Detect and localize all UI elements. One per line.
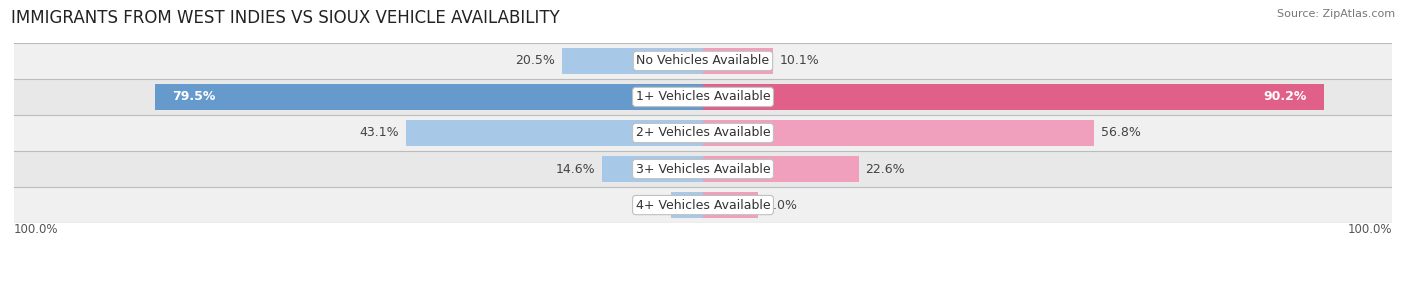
Text: 8.0%: 8.0% bbox=[765, 198, 797, 212]
Bar bbox=[14, 43, 1392, 79]
Text: 14.6%: 14.6% bbox=[555, 162, 596, 176]
Text: Source: ZipAtlas.com: Source: ZipAtlas.com bbox=[1277, 9, 1395, 19]
Text: 20.5%: 20.5% bbox=[515, 54, 555, 67]
Bar bbox=[562, 48, 703, 74]
Text: 1+ Vehicles Available: 1+ Vehicles Available bbox=[636, 90, 770, 104]
Text: 56.8%: 56.8% bbox=[1101, 126, 1142, 140]
Text: 3+ Vehicles Available: 3+ Vehicles Available bbox=[636, 162, 770, 176]
Text: 79.5%: 79.5% bbox=[173, 90, 217, 104]
Text: IMMIGRANTS FROM WEST INDIES VS SIOUX VEHICLE AVAILABILITY: IMMIGRANTS FROM WEST INDIES VS SIOUX VEH… bbox=[11, 9, 560, 27]
Bar bbox=[14, 187, 1392, 223]
Text: 100.0%: 100.0% bbox=[1347, 223, 1392, 236]
Bar bbox=[155, 84, 703, 110]
Text: 90.2%: 90.2% bbox=[1264, 90, 1308, 104]
Bar bbox=[14, 79, 1392, 115]
Bar bbox=[703, 120, 1094, 146]
Bar bbox=[602, 156, 703, 182]
Bar bbox=[703, 192, 758, 218]
Text: 4.7%: 4.7% bbox=[631, 198, 664, 212]
Bar bbox=[703, 48, 772, 74]
Bar bbox=[14, 151, 1392, 187]
Text: 4+ Vehicles Available: 4+ Vehicles Available bbox=[636, 198, 770, 212]
Bar bbox=[406, 120, 703, 146]
Text: 43.1%: 43.1% bbox=[360, 126, 399, 140]
Text: No Vehicles Available: No Vehicles Available bbox=[637, 54, 769, 67]
Bar bbox=[703, 84, 1324, 110]
Bar bbox=[703, 156, 859, 182]
Text: 10.1%: 10.1% bbox=[779, 54, 820, 67]
Text: 2+ Vehicles Available: 2+ Vehicles Available bbox=[636, 126, 770, 140]
Text: 100.0%: 100.0% bbox=[14, 223, 59, 236]
Bar bbox=[671, 192, 703, 218]
Bar bbox=[14, 115, 1392, 151]
Text: 22.6%: 22.6% bbox=[866, 162, 905, 176]
